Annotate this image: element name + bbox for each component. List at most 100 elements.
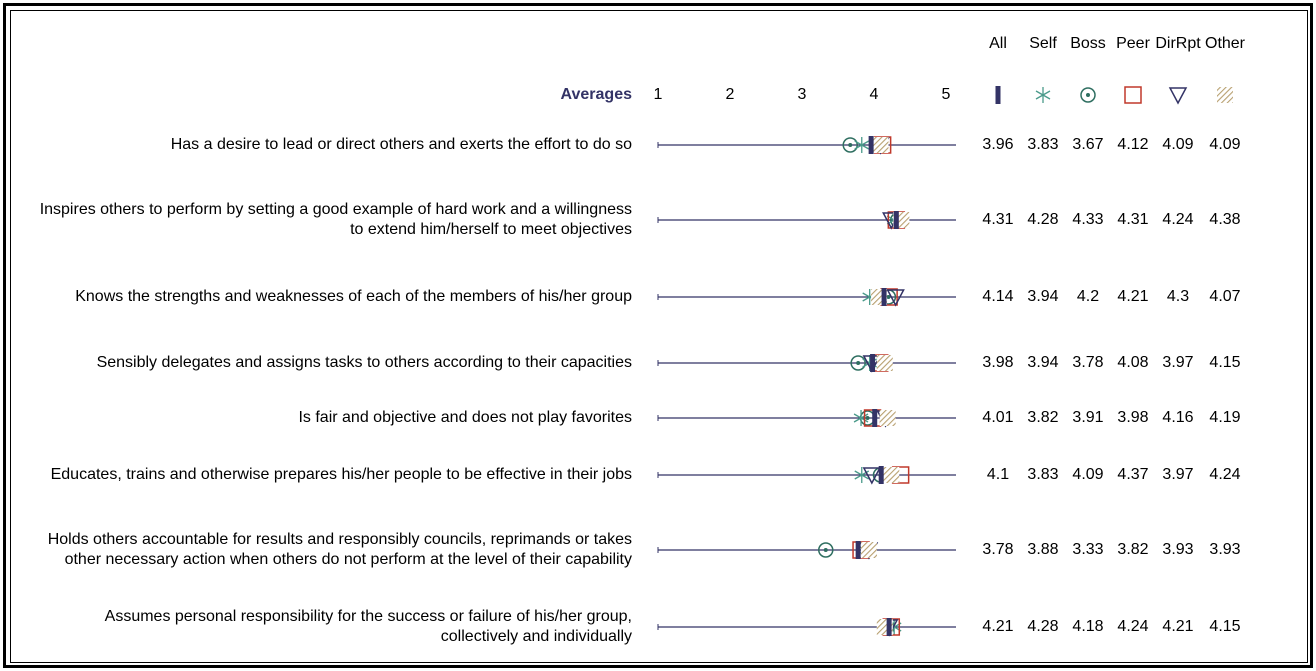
data-marker bbox=[842, 137, 858, 153]
value-label: 4.1 bbox=[986, 466, 1010, 483]
row-label: Educates, trains and otherwise prepares … bbox=[50, 466, 632, 483]
legend-symbol bbox=[1168, 87, 1188, 105]
value-label: 4.16 bbox=[1162, 409, 1194, 426]
data-marker bbox=[853, 410, 869, 426]
row-label: Sensibly delegates and assigns tasks to … bbox=[96, 354, 632, 371]
data-marker bbox=[881, 288, 887, 306]
value-label: 4.38 bbox=[1209, 211, 1241, 228]
value-label: 4.28 bbox=[1027, 211, 1059, 228]
data-marker bbox=[872, 137, 889, 153]
row-label: Holds others accountable for results and… bbox=[47, 531, 632, 568]
legend-label: Other bbox=[1204, 35, 1246, 52]
square-marker bbox=[1124, 86, 1142, 104]
inner-frame bbox=[10, 10, 1308, 663]
x-tick-label: 3 bbox=[797, 86, 807, 103]
row-label: Is fair and objective and does not play … bbox=[298, 409, 632, 426]
triangle-marker bbox=[1168, 87, 1188, 105]
legend-label: Self bbox=[1029, 35, 1057, 52]
triangle-marker bbox=[886, 289, 905, 307]
data-marker bbox=[886, 289, 905, 307]
bar-marker bbox=[886, 618, 892, 636]
value-label: 3.98 bbox=[982, 354, 1014, 371]
data-marker bbox=[855, 541, 861, 559]
x-tick-label: 1 bbox=[653, 86, 663, 103]
value-label: 4.21 bbox=[1162, 618, 1194, 635]
circle-dot bbox=[865, 416, 870, 420]
legend-symbol bbox=[1035, 87, 1051, 103]
data-marker bbox=[868, 136, 874, 154]
value-label: 3.96 bbox=[982, 136, 1014, 153]
value-label: 3.33 bbox=[1072, 541, 1104, 558]
data-marker bbox=[893, 211, 899, 229]
circle-dot bbox=[886, 295, 891, 299]
circle-dot bbox=[848, 143, 853, 147]
bar-marker bbox=[995, 86, 1001, 104]
value-label: 4.24 bbox=[1209, 466, 1241, 483]
data-marker bbox=[872, 409, 878, 427]
value-label: 4.18 bbox=[1072, 618, 1104, 635]
value-label: 3.94 bbox=[1027, 354, 1059, 371]
data-marker bbox=[879, 410, 896, 426]
value-label: 3.97 bbox=[1162, 354, 1194, 371]
value-label: 4.09 bbox=[1162, 136, 1194, 153]
value-label: 4.12 bbox=[1117, 136, 1149, 153]
circle-dot bbox=[856, 361, 861, 365]
row-label: Has a desire to lead or direct others an… bbox=[170, 136, 632, 153]
bar-marker bbox=[872, 409, 878, 427]
title: Averages bbox=[560, 86, 632, 103]
hatch-marker bbox=[872, 137, 889, 153]
data-marker bbox=[878, 466, 884, 484]
value-label: 4.07 bbox=[1209, 288, 1241, 305]
circle-marker bbox=[1080, 87, 1096, 103]
hatch-marker bbox=[860, 542, 877, 558]
circle-marker bbox=[842, 137, 858, 153]
bar-marker bbox=[868, 136, 874, 154]
value-label: 4.19 bbox=[1209, 409, 1241, 426]
value-label: 3.67 bbox=[1072, 136, 1104, 153]
x-tick-label: 5 bbox=[941, 86, 951, 103]
value-label: 3.83 bbox=[1027, 466, 1059, 483]
hatch-marker bbox=[879, 410, 896, 426]
row-label: Assumes personal responsibility for the … bbox=[104, 608, 632, 645]
data-marker bbox=[850, 355, 866, 371]
value-label: 3.88 bbox=[1027, 541, 1059, 558]
legend-label: All bbox=[989, 35, 1007, 52]
data-marker bbox=[854, 137, 870, 153]
value-label: 3.94 bbox=[1027, 288, 1059, 305]
value-label: 4.31 bbox=[982, 211, 1014, 228]
row-label: Knows the strengths and weaknesses of ea… bbox=[75, 288, 632, 305]
data-marker bbox=[870, 354, 876, 372]
bar-marker bbox=[870, 354, 876, 372]
data-marker bbox=[876, 355, 893, 371]
value-label: 3.82 bbox=[1117, 541, 1149, 558]
value-label: 4.3 bbox=[1166, 288, 1190, 305]
value-label: 4.21 bbox=[982, 618, 1014, 635]
bar-marker bbox=[878, 466, 884, 484]
value-label: 4.2 bbox=[1076, 288, 1100, 305]
value-label: 4.33 bbox=[1072, 211, 1104, 228]
asterisk-stroke bbox=[1035, 90, 1051, 100]
hatch-marker bbox=[883, 467, 900, 483]
data-marker bbox=[860, 542, 877, 558]
value-label: 3.91 bbox=[1072, 409, 1104, 426]
value-label: 4.37 bbox=[1117, 466, 1149, 483]
bar-marker bbox=[855, 541, 861, 559]
value-label: 4.09 bbox=[1072, 466, 1104, 483]
value-label: 3.78 bbox=[1072, 354, 1104, 371]
value-label: 3.97 bbox=[1162, 466, 1194, 483]
x-tick-label: 2 bbox=[725, 86, 735, 103]
circle-dot bbox=[823, 548, 828, 552]
value-label: 3.93 bbox=[1209, 541, 1241, 558]
data-marker bbox=[886, 618, 892, 636]
bar-marker bbox=[881, 288, 887, 306]
value-label: 4.14 bbox=[982, 288, 1014, 305]
legend-label: Peer bbox=[1116, 35, 1150, 52]
value-label: 4.09 bbox=[1209, 136, 1241, 153]
asterisk-stroke bbox=[854, 140, 870, 150]
legend-symbol bbox=[995, 86, 1001, 104]
row-label: Inspires others to perform by setting a … bbox=[39, 201, 632, 238]
value-label: 3.83 bbox=[1027, 136, 1059, 153]
data-marker bbox=[883, 467, 900, 483]
triangle-marker bbox=[862, 467, 882, 485]
